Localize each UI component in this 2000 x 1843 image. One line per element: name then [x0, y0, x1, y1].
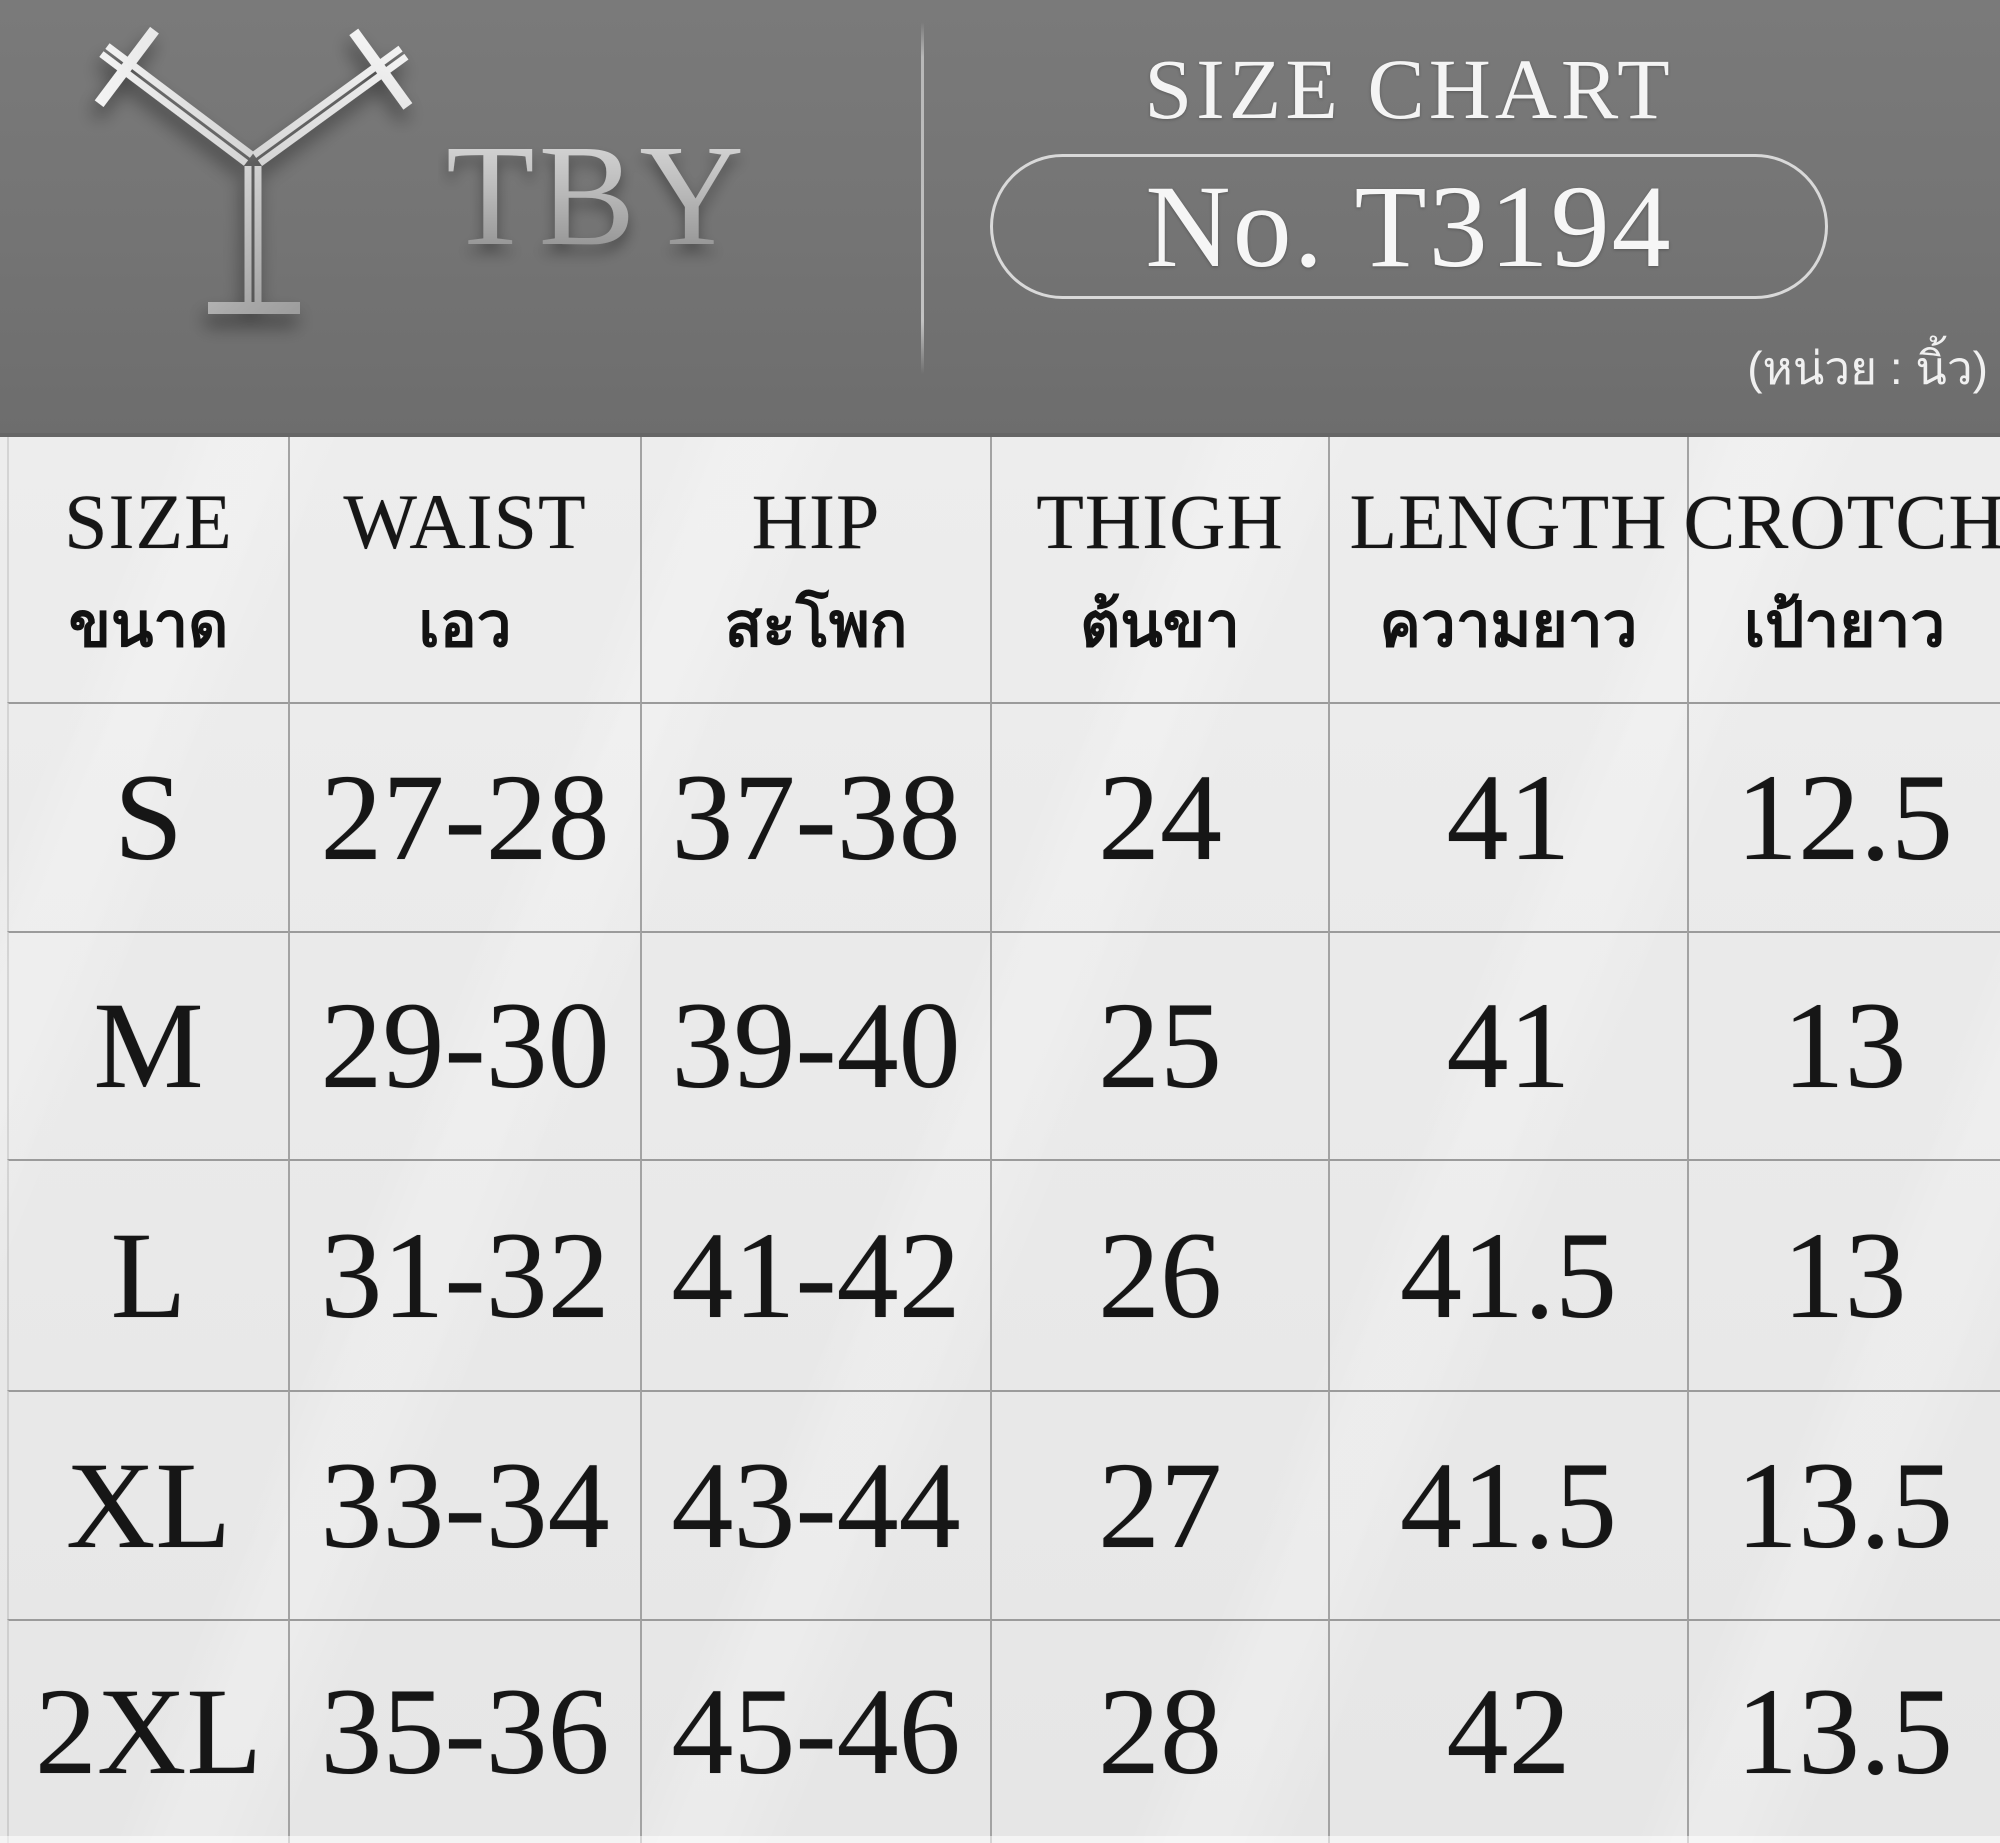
column-header-crotch: CROTCH เป้ายาว [1683, 437, 2000, 702]
column-header-size-en: SIZE [64, 478, 233, 565]
cell-xl-size: XL [7, 1390, 288, 1619]
header-divider [921, 22, 924, 374]
cell-m-thigh: 25 [990, 931, 1328, 1159]
y-beam-logo-icon [94, 26, 413, 314]
brand-wordmark: TBY [446, 116, 748, 276]
column-header-thigh-th: ต้นขา [1080, 591, 1240, 660]
brand-name: TBY [446, 116, 748, 276]
column-header-thigh: THIGH ต้นขา [990, 437, 1328, 702]
unit-note: (หน่วย : นิ้ว) [1747, 342, 1988, 394]
cell-s-length: 41 [1328, 702, 1687, 931]
column-header-hip-en: HIP [751, 478, 881, 565]
cell-xl-hip: 43-44 [640, 1390, 990, 1619]
cell-l-size: L [7, 1159, 288, 1390]
cell-xl-thigh: 27 [990, 1390, 1328, 1619]
banner: TBY SIZE CHART No. T3194 (หน่วย : นิ้ว) [0, 0, 2000, 437]
cell-2xl-crotch: 13.5 [1687, 1619, 2000, 1843]
cell-m-length: 41 [1328, 931, 1687, 1159]
cell-m-hip: 39-40 [640, 931, 990, 1159]
cell-l-length: 41.5 [1328, 1159, 1687, 1390]
title-block: SIZE CHART No. T3194 [990, 41, 1828, 300]
column-header-waist-th: เอว [418, 591, 512, 660]
cell-l-hip: 41-42 [640, 1159, 990, 1390]
cell-m-size: M [7, 931, 288, 1159]
column-header-size-th: ขนาด [68, 591, 229, 660]
cell-s-size: S [7, 702, 288, 931]
model-number-pill: No. T3194 [990, 154, 1828, 300]
cell-2xl-size: 2XL [7, 1619, 288, 1843]
cell-xl-waist: 33-34 [288, 1390, 640, 1619]
column-header-crotch-th: เป้ายาว [1743, 591, 1946, 660]
cell-s-thigh: 24 [990, 702, 1328, 931]
cell-l-thigh: 26 [990, 1159, 1328, 1390]
cell-xl-crotch: 13.5 [1687, 1390, 2000, 1619]
column-header-length-th: ความยาว [1379, 591, 1638, 660]
column-header-waist-en: WAIST [343, 478, 587, 565]
cell-l-waist: 31-32 [288, 1159, 640, 1390]
cell-2xl-length: 42 [1328, 1619, 1687, 1843]
cell-2xl-hip: 45-46 [640, 1619, 990, 1843]
column-header-length: LENGTH ความยาว [1328, 437, 1687, 702]
column-header-waist: WAIST เอว [288, 437, 640, 702]
size-chart-title: SIZE CHART [1144, 41, 1674, 137]
cell-2xl-waist: 35-36 [288, 1619, 640, 1843]
cell-s-waist: 27-28 [288, 702, 640, 931]
column-header-thigh-en: THIGH [1036, 478, 1284, 565]
model-number: No. T3194 [1145, 160, 1673, 292]
column-header-size: SIZE ขนาด [7, 437, 288, 702]
column-header-crotch-en: CROTCH [1683, 478, 2000, 565]
cell-s-hip: 37-38 [640, 702, 990, 931]
column-header-hip-th: สะโพก [724, 591, 908, 660]
cell-l-crotch: 13 [1687, 1159, 2000, 1390]
column-header-length-en: LENGTH [1349, 478, 1668, 565]
cell-xl-length: 41.5 [1328, 1390, 1687, 1619]
cell-m-crotch: 13 [1687, 931, 2000, 1159]
cell-m-waist: 29-30 [288, 931, 640, 1159]
size-table: SIZE ขนาด WAIST เอว HIP สะโพก THIGH ต้นข… [0, 437, 2000, 1843]
cell-2xl-thigh: 28 [990, 1619, 1328, 1843]
cell-s-crotch: 12.5 [1687, 702, 2000, 931]
column-header-hip: HIP สะโพก [640, 437, 990, 702]
